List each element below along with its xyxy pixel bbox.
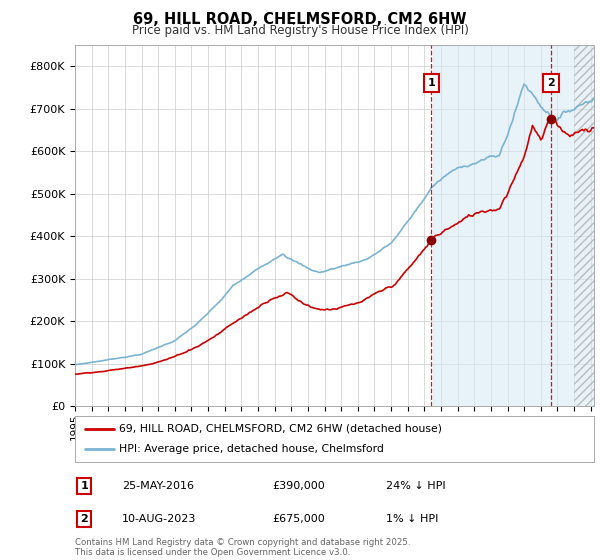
Text: 1% ↓ HPI: 1% ↓ HPI <box>386 514 439 524</box>
Text: 1: 1 <box>427 78 435 88</box>
Text: 24% ↓ HPI: 24% ↓ HPI <box>386 481 446 491</box>
Text: 25-MAY-2016: 25-MAY-2016 <box>122 481 194 491</box>
Text: 69, HILL ROAD, CHELMSFORD, CM2 6HW (detached house): 69, HILL ROAD, CHELMSFORD, CM2 6HW (deta… <box>119 424 442 434</box>
Text: 69, HILL ROAD, CHELMSFORD, CM2 6HW: 69, HILL ROAD, CHELMSFORD, CM2 6HW <box>133 12 467 27</box>
Text: 2: 2 <box>80 514 88 524</box>
Text: Contains HM Land Registry data © Crown copyright and database right 2025.
This d: Contains HM Land Registry data © Crown c… <box>75 538 410 557</box>
Text: 10-AUG-2023: 10-AUG-2023 <box>122 514 196 524</box>
Text: 2: 2 <box>547 78 555 88</box>
Text: Price paid vs. HM Land Registry's House Price Index (HPI): Price paid vs. HM Land Registry's House … <box>131 24 469 36</box>
Text: 1: 1 <box>80 481 88 491</box>
Text: HPI: Average price, detached house, Chelmsford: HPI: Average price, detached house, Chel… <box>119 444 384 454</box>
Text: £390,000: £390,000 <box>272 481 325 491</box>
Text: £675,000: £675,000 <box>272 514 325 524</box>
